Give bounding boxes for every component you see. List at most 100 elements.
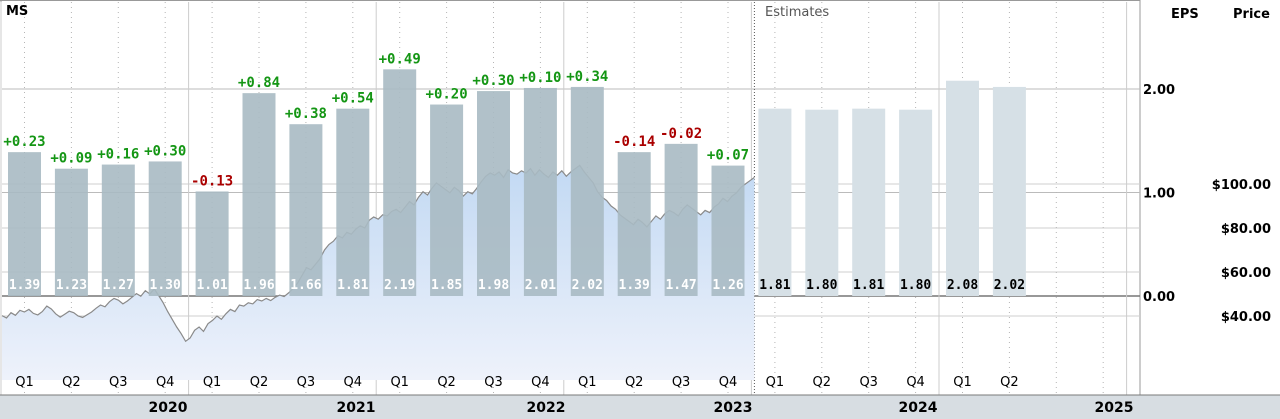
eps-axis-header: EPS — [1171, 7, 1199, 22]
year-label: 2021 — [337, 400, 376, 416]
quarter-label: Q2 — [250, 375, 269, 390]
eps-value-label: 1.01 — [196, 278, 227, 293]
eps-value-label: 1.23 — [56, 278, 87, 293]
estimate-eps-bar — [946, 80, 979, 296]
eps-value-label: 1.85 — [431, 278, 462, 293]
year-label: 2022 — [527, 400, 566, 416]
year-label: 2020 — [149, 400, 188, 416]
eps-tick-label: 0.00 — [1143, 290, 1175, 305]
actual-eps-bar — [336, 108, 370, 296]
quarter-label: Q1 — [15, 375, 34, 390]
year-label: 2025 — [1095, 400, 1134, 416]
estimates-label: Estimates — [765, 5, 829, 20]
eps-value-label: 1.81 — [337, 278, 368, 293]
eps-surprise-label: +0.30 — [144, 143, 186, 159]
eps-tick-label: 1.00 — [1143, 187, 1175, 202]
quarter-label: Q2 — [62, 375, 81, 390]
estimate-eps-bar — [852, 108, 886, 296]
price-tick-label: $60.00 — [1221, 266, 1271, 281]
actual-eps-bar — [8, 152, 41, 296]
eps-value-label: 1.39 — [9, 278, 40, 293]
quarter-label: Q4 — [531, 375, 550, 390]
eps-surprise-label: +0.54 — [332, 91, 374, 107]
eps-surprise-label: +0.16 — [97, 147, 139, 163]
eps-surprise-label: +0.49 — [379, 51, 421, 67]
eps-surprise-label: +0.30 — [472, 73, 514, 89]
estimate-eps-bar — [805, 109, 839, 296]
eps-value-label: 1.66 — [290, 278, 321, 293]
estimate-eps-bar — [992, 86, 1026, 297]
eps-surprise-label: -0.14 — [613, 134, 655, 150]
quarter-label: Q4 — [156, 375, 175, 390]
eps-value-label: 1.26 — [712, 278, 743, 293]
eps-value-label: 1.81 — [759, 278, 790, 293]
quarter-label: Q1 — [203, 375, 222, 390]
quarter-label: Q4 — [906, 375, 925, 390]
eps-value-label: 1.96 — [243, 278, 274, 293]
ticker-label: MS — [6, 4, 28, 19]
eps-value-label: 1.39 — [619, 278, 650, 293]
eps-surprise-label: -0.02 — [660, 126, 702, 142]
price-axis-header: Price — [1233, 7, 1270, 22]
eps-surprise-label: +0.20 — [426, 87, 468, 103]
actual-eps-bar — [195, 191, 229, 296]
year-label: 2024 — [899, 400, 938, 416]
estimate-eps-bar — [758, 108, 792, 296]
quarter-label: Q2 — [1000, 375, 1019, 390]
quarter-label: Q1 — [953, 375, 972, 390]
eps-axis-ticks: 0.00 1.00 2.00 — [1143, 83, 1175, 305]
eps-surprise-label: +0.09 — [50, 151, 92, 167]
eps-tick-label: 2.00 — [1143, 83, 1175, 98]
eps-surprise-label: +0.38 — [285, 106, 327, 122]
eps-value-labels: 1.39 1.23 1.27 1.30 1.01 1.96 1.66 1.81 2.19 1.85… — [9, 278, 1025, 293]
year-labels: 2020 2021 2022 2023 2024 2025 — [149, 400, 1134, 416]
quarter-labels: Q1 Q2 Q3 Q4 Q1 Q2 Q3 Q4 Q1 Q2 Q3 Q4 Q1 Q2 Q3 Q4 Q1 Q2 Q3 Q4… — [15, 375, 1018, 390]
price-tick-label: $40.00 — [1221, 310, 1271, 325]
eps-value-label: 2.02 — [572, 278, 603, 293]
actual-eps-bar — [570, 86, 604, 297]
quarter-label: Q3 — [672, 375, 691, 390]
eps-value-label: 1.27 — [103, 278, 134, 293]
quarter-label: Q2 — [813, 375, 832, 390]
eps-value-label: 2.01 — [525, 278, 556, 293]
year-band — [0, 395, 1280, 419]
price-area-fill — [2, 165, 755, 380]
quarter-label: Q1 — [390, 375, 409, 390]
price-tick-label: $100.00 — [1212, 178, 1271, 193]
eps-surprise-label: +0.84 — [238, 75, 280, 91]
eps-surprise-label: +0.07 — [707, 148, 749, 164]
actual-eps-bar — [383, 69, 417, 297]
price-tick-label: $80.00 — [1221, 222, 1271, 237]
quarter-label: Q4 — [719, 375, 738, 390]
actual-eps-bar — [523, 87, 557, 296]
actual-eps-bar — [101, 164, 135, 296]
eps-value-label: 1.47 — [665, 278, 696, 293]
quarter-label: Q1 — [578, 375, 597, 390]
actual-eps-bar — [477, 91, 510, 296]
quarter-label: Q2 — [625, 375, 644, 390]
eps-value-label: 2.02 — [994, 278, 1025, 293]
eps-value-label: 1.81 — [853, 278, 884, 293]
actual-eps-bar — [430, 104, 464, 297]
eps-surprise-label: -0.13 — [191, 173, 233, 189]
eps-value-label: 2.19 — [384, 278, 415, 293]
eps-surprise-label: +0.10 — [519, 70, 561, 86]
eps-value-label: 1.80 — [806, 278, 837, 293]
actual-eps-bar — [289, 124, 323, 296]
eps-surprise-label: +0.34 — [566, 69, 608, 85]
eps-value-label: 1.30 — [150, 278, 181, 293]
quarter-label: Q2 — [437, 375, 456, 390]
quarter-label: Q3 — [109, 375, 128, 390]
actual-eps-bar — [617, 152, 651, 296]
estimate-eps-bar — [899, 109, 933, 296]
quarter-label: Q3 — [484, 375, 503, 390]
eps-value-label: 1.98 — [478, 278, 509, 293]
eps-surprise-label: +0.23 — [3, 134, 45, 150]
eps-bars — [8, 69, 1026, 297]
actual-eps-bar — [664, 143, 698, 296]
price-axis-ticks: $40.00 $60.00 $80.00 $100.00 — [1212, 178, 1271, 325]
actual-eps-bar — [54, 168, 88, 296]
quarter-label: Q1 — [766, 375, 785, 390]
actual-eps-bar — [242, 93, 276, 296]
eps-value-label: 1.80 — [900, 278, 931, 293]
